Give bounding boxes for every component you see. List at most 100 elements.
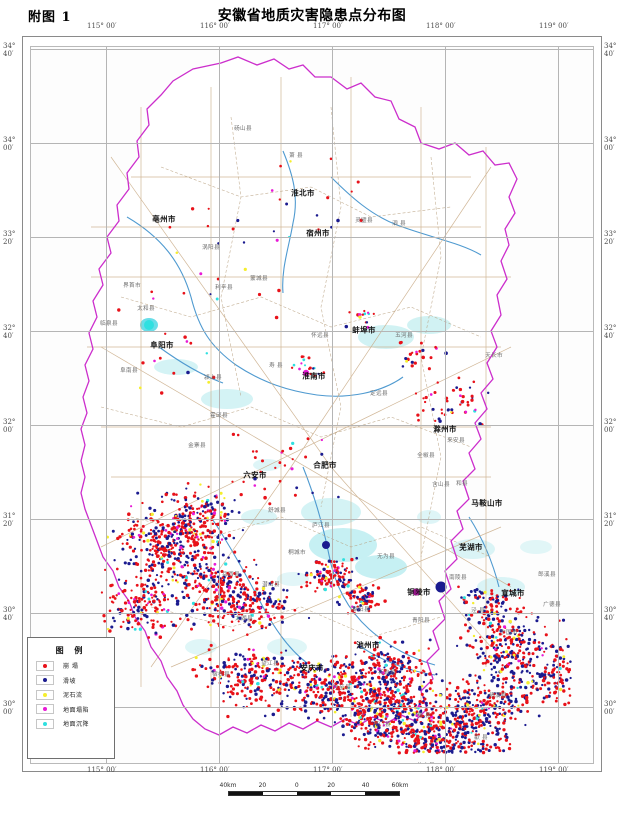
hazard-point xyxy=(567,670,571,674)
city-label: 霍邱县 xyxy=(210,413,228,419)
hazard-point xyxy=(153,508,157,513)
hazard-point xyxy=(343,691,347,695)
hazard-point xyxy=(386,715,389,718)
hazard-point xyxy=(146,590,149,594)
hazard-point xyxy=(154,590,158,594)
latitude-tick-label: 31° 20′ xyxy=(3,512,16,528)
legend-swatch xyxy=(36,689,54,700)
hazard-point xyxy=(497,622,500,626)
hazard-point xyxy=(500,667,505,671)
legend-box[interactable]: 图 例 崩 塌滑坡 泥石流 地面塌陷 地面沉降 xyxy=(27,637,115,759)
hazard-point xyxy=(246,657,250,661)
hazard-point xyxy=(347,666,351,670)
legend-item[interactable]: 地面塌陷 xyxy=(36,704,114,714)
hazard-point xyxy=(358,598,362,601)
hazard-point xyxy=(569,660,572,663)
hazard-point xyxy=(254,692,258,696)
hazard-point xyxy=(351,681,355,685)
hazard-point xyxy=(479,647,483,651)
hazard-point xyxy=(316,690,320,694)
map-canvas[interactable]: 亳州市 淮北市 宿州市 阜阳市 蚌埠市 淮南市 滁州市 合肥市 六安市 马鞍山市 芜湖市 铜陵市 宣城市… xyxy=(30,46,594,764)
legend-item[interactable]: 泥石流 xyxy=(36,689,114,700)
hazard-point xyxy=(393,660,397,664)
hazard-point xyxy=(521,631,524,635)
scale-bar-segments xyxy=(228,791,400,796)
hazard-point xyxy=(508,661,511,665)
hazard-point xyxy=(178,508,181,511)
hazard-point xyxy=(336,582,340,586)
hazard-point xyxy=(478,749,483,753)
hazard-point xyxy=(472,712,476,715)
hazard-point xyxy=(294,685,298,690)
hazard-point xyxy=(469,589,473,594)
city-label: 怀远县 xyxy=(311,333,329,339)
legend-item[interactable]: 崩 塌 xyxy=(36,660,114,671)
hazard-point xyxy=(486,732,490,735)
hazard-point xyxy=(468,718,472,722)
latitude-tick-label: 34° 00′ xyxy=(604,136,617,152)
hazard-point xyxy=(353,697,356,701)
city-label: 五河县 xyxy=(395,333,413,339)
hazard-point xyxy=(369,691,372,694)
hazard-point xyxy=(171,575,174,578)
hazard-point xyxy=(484,717,489,721)
hazard-point xyxy=(500,645,503,648)
hazard-point xyxy=(272,688,276,692)
hazard-point xyxy=(204,511,207,514)
hazard-point xyxy=(482,596,485,600)
hazard-point xyxy=(137,597,141,600)
hazard-point xyxy=(477,725,481,728)
hazard-point xyxy=(490,643,494,647)
legend-item[interactable]: 滑坡 xyxy=(36,675,114,685)
hazard-point xyxy=(178,548,181,552)
hazard-point xyxy=(537,645,541,648)
hazard-point xyxy=(120,532,124,536)
hazard-point xyxy=(153,586,157,590)
hazard-point xyxy=(280,615,284,619)
hazard-point xyxy=(206,607,209,610)
legend-item[interactable]: 地面沉降 xyxy=(36,718,114,729)
hazard-point xyxy=(419,341,423,345)
hazard-point xyxy=(566,662,569,665)
hazard-point xyxy=(227,573,231,576)
hazard-point xyxy=(341,714,345,718)
hazard-point xyxy=(192,494,197,498)
hazard-point xyxy=(508,631,512,635)
hazard-point xyxy=(486,614,490,617)
latitude-tick-label: 30° 00′ xyxy=(604,700,617,716)
hazard-point xyxy=(489,699,492,703)
hazard-point xyxy=(127,528,131,532)
hazard-point xyxy=(208,657,212,662)
hazard-point xyxy=(265,657,268,661)
hazard-point xyxy=(423,697,427,701)
hazard-point xyxy=(456,709,459,713)
hazard-point xyxy=(288,446,293,451)
legend-item-label: 泥石流 xyxy=(63,692,83,699)
hazard-point xyxy=(413,361,417,365)
hazard-point xyxy=(123,601,128,605)
hazard-point xyxy=(354,601,358,605)
hazard-point xyxy=(145,584,149,588)
hazard-point xyxy=(318,678,322,681)
hazard-point xyxy=(432,736,436,740)
hazard-point xyxy=(199,664,202,667)
hazard-point xyxy=(368,595,371,598)
hazard-point xyxy=(543,666,547,670)
hazard-point xyxy=(179,545,183,550)
hazard-point xyxy=(403,737,406,740)
hazard-point xyxy=(266,597,270,600)
hazard-point xyxy=(440,738,445,742)
latitude-tick-label: 33° 20′ xyxy=(3,230,16,246)
hazard-point xyxy=(131,549,136,553)
hazard-point xyxy=(364,746,367,750)
latitude-tick-label: 30° 40′ xyxy=(3,606,16,622)
hazard-point xyxy=(134,604,138,607)
hazard-point xyxy=(360,675,364,679)
hazard-point xyxy=(493,654,497,658)
hazard-point xyxy=(464,613,468,617)
hazard-point xyxy=(195,542,200,546)
hazard-point xyxy=(526,681,530,685)
hazard-point xyxy=(459,750,462,753)
hazard-point xyxy=(154,595,158,598)
hazard-point xyxy=(223,614,226,617)
